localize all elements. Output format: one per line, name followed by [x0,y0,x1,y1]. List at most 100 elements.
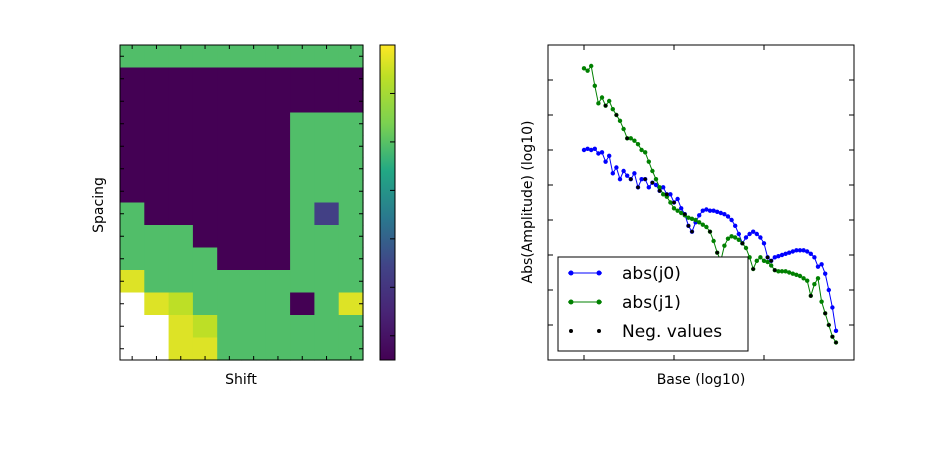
data-point [790,249,795,254]
data-point [790,271,795,276]
data-point [643,177,647,181]
data-point [686,224,691,228]
heatmap-cell [192,67,218,91]
data-point [585,68,590,73]
data-point [581,147,587,153]
data-point [632,138,637,143]
heatmap-cell [314,67,340,91]
heatmap-cell [290,315,315,339]
heatmap-cell [338,157,364,181]
heatmap-cell [241,247,267,271]
heatmap-cell [168,180,194,204]
data-point [589,147,594,153]
data-point [743,245,749,251]
data-point [596,151,601,156]
data-point [761,258,767,264]
data-point [621,126,626,132]
heatmap-cell [168,67,194,91]
heatmap-cell [168,270,194,294]
heatmap-cells [120,45,364,361]
heatmap-cell [144,225,170,249]
line-chart-panel: Base (log10) Abs(Amplitude) (log10) abs(… [520,44,855,388]
heatmap-cell [241,337,267,361]
data-point [769,263,774,268]
data-point [830,334,835,339]
heatmap-cell [241,180,267,204]
heatmap-cell [314,157,340,181]
heatmap-cell [338,337,364,361]
data-point [665,192,669,197]
heatmap-cell [120,202,145,226]
heatmap-cell [168,112,194,136]
heatmap-cell [241,90,267,114]
heatmap-cell [290,225,315,249]
data-point [661,185,666,190]
legend-entry-j1: abs(j1) [568,293,681,313]
data-point [675,208,680,213]
heatmap-cell [120,90,145,114]
data-point [614,113,619,117]
data-point [629,177,633,181]
data-point [725,236,731,241]
data-point [657,189,662,193]
heatmap-panel: Shift Spacing [91,44,364,388]
heatmap-cell [120,135,145,159]
heatmap-cell [144,157,170,181]
colorbar-gradient [379,44,396,361]
heatmap-cell [120,292,145,316]
data-point [675,196,680,202]
data-point [592,146,597,152]
heatmap-cell [314,270,340,294]
heatmap-cell [217,180,243,204]
data-point [797,273,803,279]
heatmap-cell [338,202,364,226]
data-point [833,328,839,334]
data-point [819,262,824,267]
heatmap-cell [290,202,315,226]
data-point [729,217,734,223]
heatmap-cell [144,135,170,159]
data-point [743,235,749,240]
heatmap-cell [217,157,243,181]
heatmap-cell [192,225,218,249]
heatmap-cell [120,247,145,271]
heatmap-cell [338,45,364,69]
heatmap-cell [241,157,267,181]
data-point [617,118,623,124]
heatmap-cell [265,135,291,159]
heatmap-cell [144,247,170,271]
data-point [733,235,738,240]
heatmap-cell [314,90,340,114]
legend-label-neg: Neg. values [622,322,722,342]
heatmap-ylabel: Spacing [91,177,107,233]
heatmap-cell [338,225,364,249]
heatmap-cell [168,315,194,339]
data-point [650,180,655,185]
data-point [639,176,644,182]
heatmap-cell [290,67,315,91]
data-point [779,252,785,258]
data-point [718,210,723,216]
data-point [733,223,738,229]
data-point [776,253,781,259]
heatmap-cell [241,225,267,249]
data-point [679,210,684,216]
data-point [830,305,835,310]
heatmap-cell [120,157,145,181]
data-point [783,251,788,257]
data-point [581,66,587,71]
data-point [715,209,720,215]
data-point [794,248,799,253]
heatmap-cell [314,135,340,159]
data-point [632,171,637,176]
data-point [773,268,777,272]
heatmap-cell [217,112,243,136]
data-point [827,323,831,327]
legend-marker-neg [569,329,573,333]
heatmap-cell [168,225,194,249]
data-point [801,248,806,253]
heatmap-cell [290,292,315,316]
data-point [636,185,640,190]
heatmap-cell [265,180,291,204]
